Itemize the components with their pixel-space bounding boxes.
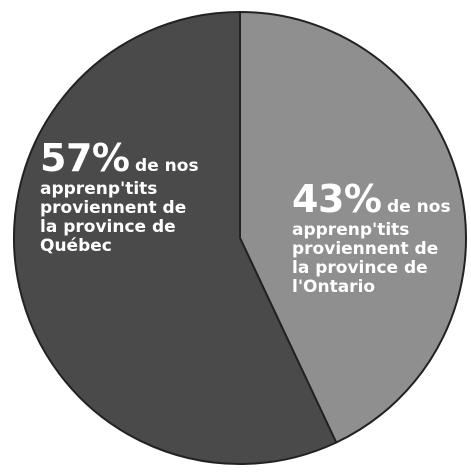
slice-label-ontario: 43% de nos apprenp'tits proviennent de l… bbox=[292, 178, 467, 297]
pie-slice-quebec bbox=[13, 10, 338, 465]
slice-text-quebec-2: proviennent de bbox=[40, 197, 187, 218]
slice-text-quebec-4: Québec bbox=[40, 235, 112, 256]
slice-label-quebec: 57% de nos apprenp'tits proviennent de l… bbox=[40, 137, 230, 256]
slice-text-quebec-3: la province de bbox=[40, 216, 176, 237]
slice-lead-ontario: de nos bbox=[387, 197, 451, 217]
slice-lead-quebec: de nos bbox=[135, 156, 199, 176]
slice-percent-quebec: 57% bbox=[40, 136, 130, 180]
pie-slice-ontario bbox=[239, 10, 467, 444]
slice-text-ontario-2: proviennent de bbox=[292, 238, 439, 259]
slice-text-ontario-1: apprenp'tits bbox=[292, 219, 410, 240]
slice-text-ontario-3: la province de bbox=[292, 257, 428, 278]
pie-slices bbox=[13, 10, 467, 465]
slice-percent-ontario: 43% bbox=[292, 177, 382, 221]
slice-text-ontario-4: l'Ontario bbox=[292, 276, 376, 297]
slice-text-quebec-1: apprenp'tits bbox=[40, 178, 158, 199]
